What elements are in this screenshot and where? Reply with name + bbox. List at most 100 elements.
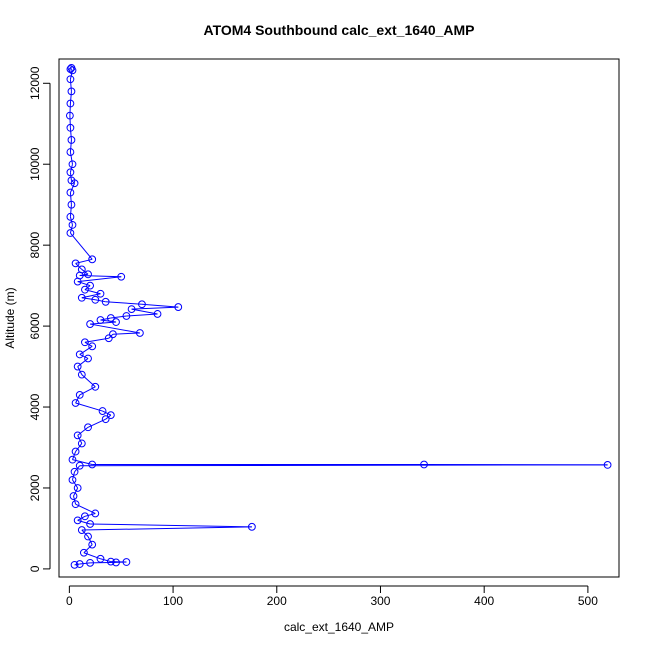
series-segment bbox=[79, 353, 89, 359]
series-segment bbox=[69, 172, 72, 181]
data-point bbox=[70, 179, 79, 188]
data-point bbox=[68, 221, 77, 229]
series-segment bbox=[90, 323, 140, 334]
data-point bbox=[66, 168, 75, 177]
series-segment bbox=[69, 164, 73, 173]
y-axis: 0 2000 4000 6000 8000 10000 12000 bbox=[28, 66, 51, 572]
data-point bbox=[127, 305, 136, 314]
series-segment bbox=[69, 216, 73, 226]
data-point bbox=[66, 212, 75, 221]
data-point bbox=[66, 188, 75, 197]
data-point bbox=[84, 423, 92, 432]
series-segment bbox=[70, 232, 93, 260]
data-point bbox=[88, 460, 97, 469]
series-segment bbox=[77, 519, 91, 525]
data-point bbox=[122, 312, 131, 320]
series-segment bbox=[84, 341, 93, 347]
series-segment bbox=[131, 308, 158, 315]
y-tick-label: 4000 bbox=[28, 393, 42, 420]
data-point bbox=[66, 65, 75, 74]
chart-title: ATOM4 Southbound calc_ext_1640_AMP bbox=[204, 22, 475, 38]
y-axis-title: Altitude (m) bbox=[3, 287, 17, 348]
series-segment bbox=[75, 443, 83, 452]
series-segment bbox=[69, 224, 73, 234]
data-point bbox=[67, 136, 76, 144]
x-axis-title: calc_ext_1640_AMP bbox=[284, 620, 394, 634]
series-segment bbox=[110, 315, 127, 319]
data-point bbox=[106, 557, 115, 566]
series-segment bbox=[83, 552, 101, 560]
data-point bbox=[66, 229, 75, 237]
data-point bbox=[75, 560, 84, 568]
series-segment bbox=[100, 317, 111, 321]
data-point bbox=[70, 560, 79, 569]
data-point bbox=[77, 293, 86, 302]
data-point bbox=[138, 300, 146, 309]
series-segment bbox=[81, 297, 96, 301]
series-segment bbox=[69, 115, 71, 128]
data-point bbox=[104, 334, 113, 343]
data-point bbox=[73, 362, 82, 371]
data-point bbox=[70, 467, 79, 476]
data-point bbox=[117, 272, 126, 281]
series-segment bbox=[84, 512, 96, 517]
series-segment bbox=[81, 269, 89, 275]
data-point bbox=[77, 370, 86, 379]
data-point bbox=[109, 330, 117, 339]
series-segment bbox=[83, 544, 93, 554]
series-segment bbox=[108, 333, 114, 339]
series-segment bbox=[79, 275, 122, 278]
series-segment bbox=[95, 299, 106, 303]
data-point bbox=[84, 354, 92, 363]
y-tick-label: 2000 bbox=[28, 474, 42, 501]
data-point bbox=[101, 415, 110, 424]
series-segment bbox=[69, 204, 72, 217]
data-point bbox=[77, 439, 86, 448]
series-segment bbox=[75, 394, 81, 404]
data-point bbox=[84, 270, 92, 279]
data-point bbox=[88, 540, 97, 549]
data-point bbox=[106, 411, 115, 420]
data-point bbox=[77, 526, 86, 534]
series-segment bbox=[131, 306, 179, 310]
series-segment bbox=[79, 464, 608, 467]
data-point bbox=[66, 123, 75, 132]
data-point bbox=[88, 255, 97, 264]
series-segment bbox=[74, 563, 80, 566]
data-point bbox=[86, 281, 95, 290]
data-point bbox=[135, 329, 144, 337]
data-point bbox=[75, 461, 84, 470]
series-segment bbox=[81, 529, 89, 537]
data-point bbox=[91, 382, 100, 391]
series-segment bbox=[90, 523, 252, 528]
series-segment bbox=[69, 192, 72, 205]
series-segment bbox=[74, 465, 81, 473]
x-tick-label: 500 bbox=[578, 594, 598, 608]
data-point bbox=[75, 350, 84, 359]
data-point bbox=[84, 532, 92, 541]
data-point bbox=[420, 460, 428, 469]
series-segment bbox=[77, 276, 122, 283]
data-point bbox=[247, 522, 256, 531]
series-segment bbox=[105, 301, 142, 305]
series-segment bbox=[100, 558, 111, 563]
data-point bbox=[91, 295, 100, 304]
data-point bbox=[96, 316, 105, 324]
x-tick-label: 200 bbox=[267, 594, 287, 608]
data-point bbox=[75, 390, 84, 399]
series-segment bbox=[69, 127, 72, 140]
data-point bbox=[112, 558, 120, 567]
series-segment bbox=[79, 562, 91, 565]
series-segment bbox=[112, 332, 140, 335]
y-tick-label: 10000 bbox=[28, 147, 42, 181]
series-segment bbox=[69, 91, 72, 104]
series-segment bbox=[69, 79, 72, 92]
series-segment bbox=[77, 426, 89, 436]
series-segment bbox=[75, 402, 103, 412]
data-point bbox=[122, 558, 131, 566]
data-point bbox=[101, 297, 110, 306]
data-point bbox=[73, 484, 82, 492]
data-point bbox=[86, 558, 95, 567]
